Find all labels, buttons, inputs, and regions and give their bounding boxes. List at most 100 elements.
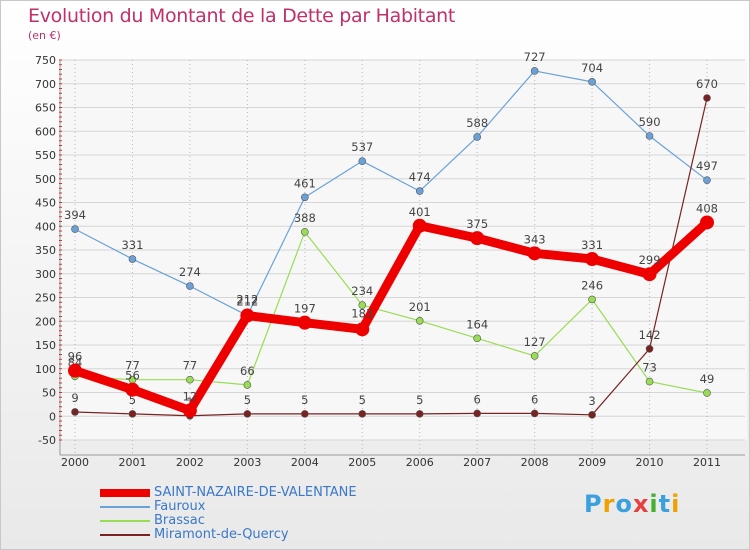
- data-label: 197: [294, 302, 316, 316]
- y-tick-label: -50: [38, 434, 56, 447]
- data-label: 704: [581, 61, 603, 75]
- data-label: 497: [696, 159, 718, 173]
- legend-swatch-fauroux: [100, 506, 150, 508]
- data-point: [473, 409, 481, 418]
- y-tick-label: 250: [35, 292, 56, 305]
- x-tick-label: 2002: [176, 456, 204, 469]
- y-tick-label: 650: [35, 102, 56, 115]
- data-label: 201: [409, 300, 431, 314]
- data-label: 5: [359, 393, 366, 407]
- legend-item-saint-nazaire: SAINT-NAZAIRE-DE-VALENTANE: [100, 485, 420, 501]
- data-label: 3: [588, 394, 595, 408]
- series-line-2: [74, 231, 708, 394]
- data-label: 331: [121, 238, 143, 252]
- data-label: 142: [639, 328, 661, 342]
- data-label: 388: [294, 211, 316, 225]
- data-point: [415, 316, 424, 325]
- unit-label: (en €): [28, 29, 61, 42]
- series-line-1: [74, 70, 708, 317]
- data-label: 12: [183, 390, 198, 404]
- data-point: [358, 410, 367, 418]
- y-tick-label: 750: [35, 54, 56, 67]
- data-point: [473, 133, 481, 141]
- series-line-0: [70, 217, 712, 416]
- data-point: [125, 382, 140, 397]
- data-point: [703, 176, 711, 184]
- data-label: 375: [466, 217, 488, 231]
- data-label: 299: [639, 253, 661, 267]
- y-tick-label: 100: [35, 363, 56, 376]
- y-tick-label: 200: [35, 315, 56, 328]
- y-tick-label: 600: [35, 125, 56, 138]
- data-label: 246: [581, 278, 603, 292]
- data-label: 394: [64, 208, 86, 222]
- x-tick-label: 2005: [348, 456, 376, 469]
- logo-letter: r: [602, 490, 616, 518]
- data-label: 331: [581, 238, 603, 252]
- data-point: [297, 315, 312, 330]
- data-label: 6: [531, 392, 538, 406]
- data-label: 343: [524, 232, 546, 246]
- x-tick-label: 2006: [406, 456, 434, 469]
- data-label: 73: [642, 361, 657, 375]
- x-tick-label: 2009: [578, 456, 606, 469]
- data-point: [700, 215, 714, 230]
- legend-label-brassac: Brassac: [154, 513, 205, 528]
- data-point: [355, 322, 370, 337]
- data-point: [128, 410, 137, 418]
- y-tick-label: 50: [42, 387, 56, 400]
- y-tick-label: 700: [35, 78, 56, 91]
- legend-swatch-miramont: [100, 534, 150, 536]
- data-point: [182, 403, 197, 418]
- data-label: 5: [244, 393, 251, 407]
- data-label: 727: [524, 50, 546, 64]
- logo-letter: t: [658, 490, 672, 518]
- data-point: [358, 157, 367, 165]
- x-tick-label: 2010: [636, 456, 664, 469]
- data-point: [530, 352, 539, 360]
- data-label: 66: [240, 364, 255, 378]
- data-point: [588, 78, 596, 86]
- data-label: 212: [236, 295, 258, 309]
- legend-swatch-brassac: [100, 520, 150, 522]
- y-tick-label: 400: [35, 220, 56, 233]
- legend-label-fauroux: Fauroux: [154, 499, 206, 514]
- legend-item-fauroux: Fauroux: [100, 499, 420, 515]
- data-label: 5: [301, 393, 308, 407]
- data-point: [703, 389, 711, 397]
- data-label: 537: [351, 140, 373, 154]
- legend-item-miramont: Miramont-de-Quercy: [100, 527, 420, 543]
- data-point: [186, 375, 194, 384]
- legend-item-brassac: Brassac: [100, 513, 420, 529]
- y-tick-label: 0: [49, 410, 56, 423]
- logo-letter: i: [671, 490, 681, 518]
- data-label: 474: [409, 170, 431, 184]
- data-label: 164: [466, 317, 488, 331]
- data-point: [415, 410, 424, 418]
- y-tick-label: 150: [35, 339, 56, 352]
- data-point: [243, 381, 252, 389]
- legend-swatch-saint-nazaire: [100, 489, 150, 497]
- data-point: [585, 252, 600, 267]
- x-tick-label: 2007: [463, 456, 491, 469]
- data-point: [527, 246, 542, 261]
- y-tick-label: 500: [35, 173, 56, 186]
- data-point: [645, 132, 654, 140]
- data-point: [645, 344, 654, 353]
- y-tick-label: 300: [35, 268, 56, 281]
- data-label: 49: [700, 372, 715, 386]
- data-point: [358, 301, 367, 309]
- data-label: 212: [236, 293, 258, 307]
- data-label: 1: [186, 395, 193, 409]
- legend-label-saint-nazaire: SAINT-NAZAIRE-DE-VALENTANE: [154, 485, 357, 500]
- data-point: [186, 282, 194, 290]
- data-point: [473, 334, 481, 343]
- data-label: 77: [125, 359, 140, 373]
- data-label: 127: [524, 335, 546, 349]
- data-label: 6: [474, 392, 481, 406]
- logo-letter: o: [615, 490, 633, 518]
- data-point: [588, 295, 596, 304]
- data-point: [71, 225, 79, 233]
- data-point: [68, 363, 82, 378]
